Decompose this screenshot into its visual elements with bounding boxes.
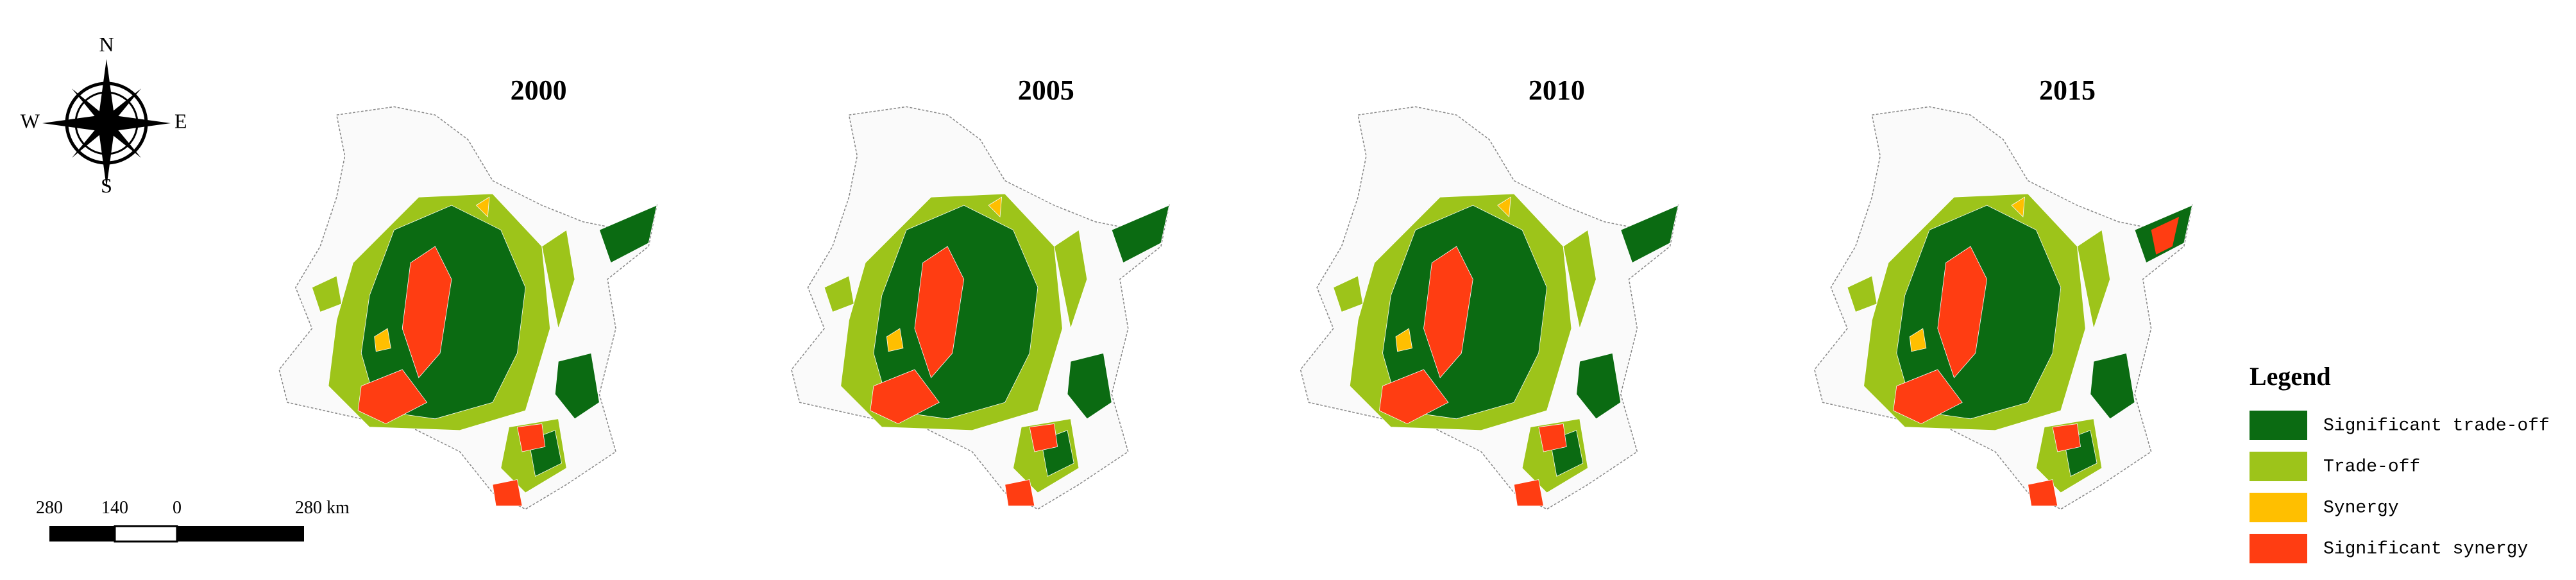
map-patch bbox=[1067, 352, 1112, 420]
map-patch bbox=[1937, 246, 1987, 379]
panel-title: 2000 bbox=[511, 74, 567, 106]
map-patch bbox=[1395, 328, 1413, 352]
legend-title: Legend bbox=[2250, 362, 2331, 391]
compass-arrow bbox=[72, 89, 109, 126]
map-patch bbox=[1620, 205, 1679, 264]
map-patch bbox=[2011, 196, 2025, 218]
map-panel bbox=[791, 106, 1170, 510]
legend-label: Significant trade-off bbox=[2323, 416, 2550, 436]
legend: Legend Significant trade-off Trade-off Syn… bbox=[2250, 362, 2550, 563]
map-patch bbox=[824, 275, 854, 312]
scale-label: 280 bbox=[36, 498, 63, 518]
panel-title: 2005 bbox=[1018, 74, 1074, 106]
scale-segment bbox=[114, 525, 178, 543]
map-patch bbox=[2076, 229, 2110, 330]
map-patch bbox=[1378, 369, 1449, 424]
scale-label: 0 bbox=[173, 498, 182, 518]
map-patch bbox=[1513, 479, 1544, 506]
map-panel bbox=[1300, 106, 1679, 510]
map-patch bbox=[1893, 369, 1963, 424]
map-patch bbox=[1004, 479, 1035, 506]
legend-swatch bbox=[2250, 452, 2307, 481]
map-patch bbox=[516, 423, 546, 452]
map-patch bbox=[554, 352, 600, 420]
map-panel bbox=[1813, 106, 2193, 510]
map-patch bbox=[1538, 423, 1567, 452]
map-patch bbox=[357, 369, 428, 424]
legend-label: Trade-off bbox=[2323, 457, 2420, 477]
map-patch bbox=[1563, 229, 1597, 330]
map-patch bbox=[1423, 246, 1473, 379]
map-patch bbox=[402, 246, 452, 379]
compass-label: N bbox=[99, 33, 114, 56]
map-patch bbox=[1576, 352, 1622, 420]
compass-label: S bbox=[101, 174, 112, 197]
map-patch bbox=[374, 328, 391, 352]
map-patch bbox=[2028, 479, 2058, 506]
map-patch bbox=[2090, 352, 2135, 420]
legend-swatch bbox=[2250, 411, 2307, 440]
compass-arrow bbox=[99, 59, 114, 123]
map-patch bbox=[870, 369, 940, 424]
map-patch bbox=[988, 196, 1003, 218]
map-patch bbox=[1029, 423, 1058, 452]
scale-segment bbox=[49, 526, 115, 542]
panel-title: 2015 bbox=[2039, 74, 2096, 106]
map-patch bbox=[475, 196, 490, 218]
scale-bar: 280 140 0 280 km bbox=[36, 498, 350, 543]
map-patch bbox=[492, 479, 523, 506]
map-panel bbox=[278, 106, 658, 510]
map-patch bbox=[311, 275, 342, 312]
map-patch bbox=[1909, 328, 1927, 352]
map-patch bbox=[598, 205, 657, 264]
map-patch bbox=[2052, 423, 2081, 452]
compass: N S W E bbox=[21, 33, 187, 197]
compass-arrow bbox=[99, 123, 114, 187]
scale-segment bbox=[177, 526, 304, 542]
map-patch bbox=[1847, 275, 1877, 312]
map-patch bbox=[1333, 275, 1364, 312]
map-patch bbox=[886, 328, 904, 352]
compass-label: E bbox=[174, 109, 187, 132]
map-patch bbox=[1111, 205, 1170, 264]
legend-label: Synergy bbox=[2323, 498, 2399, 518]
scale-label: 280 km bbox=[295, 498, 350, 518]
map-patch bbox=[914, 246, 965, 379]
map-patch bbox=[1054, 229, 1088, 330]
compass-label: W bbox=[21, 109, 40, 132]
map-patch bbox=[2151, 216, 2180, 255]
compass-arrow bbox=[103, 121, 141, 158]
compass-arrow bbox=[103, 89, 141, 126]
map-patch bbox=[541, 229, 575, 330]
legend-label: Significant synergy bbox=[2323, 539, 2528, 559]
legend-swatch bbox=[2250, 534, 2307, 563]
scale-label: 140 bbox=[101, 498, 128, 518]
compass-arrow bbox=[72, 121, 109, 158]
compass-arrow bbox=[42, 115, 106, 131]
panel-title: 2010 bbox=[1529, 74, 1585, 106]
map-patch bbox=[1497, 196, 1511, 218]
legend-swatch bbox=[2250, 493, 2307, 522]
compass-arrow bbox=[106, 115, 171, 131]
